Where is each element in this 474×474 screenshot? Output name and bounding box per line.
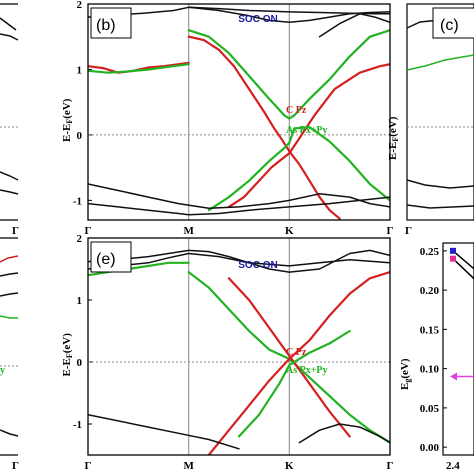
panel-b-band-13 xyxy=(88,183,390,209)
panel-b-xtick: Γ xyxy=(85,225,92,237)
eg-ytick: 0.00 xyxy=(420,442,440,454)
panel-b-xtick: K xyxy=(285,225,294,237)
panel-e-band-6 xyxy=(207,357,291,455)
left-top-xtick-gamma: Γ xyxy=(12,225,19,237)
lt-curves-band-1 xyxy=(0,33,19,41)
panel-e-band-2 xyxy=(288,249,390,273)
panel-b-band-10 xyxy=(288,29,390,120)
panel-b-xtick: M xyxy=(183,225,194,237)
panel-e-ytick: 1 xyxy=(77,295,83,307)
right-partial-top-panel: E-EF(eV) (c) Γ xyxy=(387,3,474,237)
eg-point-blue xyxy=(450,247,456,254)
right-top-xtick-gamma: Γ xyxy=(405,225,412,237)
lb-curves-band-2 xyxy=(0,292,19,297)
right-bottom-ylabel: Eg(eV) xyxy=(399,358,412,390)
eg-point-pink xyxy=(450,255,456,262)
eg-ytick: 0.25 xyxy=(420,246,440,258)
panel-e-xtick: M xyxy=(183,460,194,472)
panel-b-label: (b) xyxy=(96,17,116,34)
left-bottom-xtick-gamma: Γ xyxy=(12,460,19,472)
panel-e-band-9 xyxy=(237,329,351,438)
eg-ytick: 0.10 xyxy=(420,364,440,376)
eg-ytick: 0.05 xyxy=(420,403,440,415)
panel-e-label: (e) xyxy=(96,251,116,268)
right-partial-bottom-panel: Eg(eV) 0.25 0.20 0.15 0.10 0.05 0.00 2.4 xyxy=(399,242,474,472)
lb-curves-band-1 xyxy=(0,272,19,277)
panel-e-band-1 xyxy=(88,249,291,273)
panel-e-legend-cpz: C Pz xyxy=(286,347,307,358)
panel-b-band-2 xyxy=(318,13,390,38)
panel-b-ytick: 0 xyxy=(77,130,83,142)
lb-curves-band-3 xyxy=(0,315,18,319)
lt-curves-band-0 xyxy=(0,17,17,31)
panel-b-label-box xyxy=(90,7,132,39)
panel-b-ylabel: E-EF(eV) xyxy=(61,98,74,142)
panel-b-band-9 xyxy=(187,29,291,120)
lb-curves-band-4 xyxy=(0,429,19,437)
panel-e-band-7 xyxy=(288,271,390,360)
panel-b-band-14 xyxy=(88,196,390,216)
left-bottom-legend-fragment: y xyxy=(0,365,5,376)
panel-b-legend-cpz: C Pz xyxy=(286,105,307,116)
left-partial-top-panel: Γ xyxy=(0,3,19,237)
rt-curves-band-2 xyxy=(406,179,474,189)
eg-ytick: 0.20 xyxy=(420,285,440,297)
panel-b-soc-label: SOC ON xyxy=(238,14,277,25)
panel-b-xtick: Γ xyxy=(387,225,394,237)
panel-e-label-box xyxy=(90,241,132,273)
panel-e-band-10 xyxy=(88,413,240,450)
panel-b-band-5 xyxy=(288,150,341,220)
lt-curves-band-3 xyxy=(0,189,19,195)
panel-b-band-7 xyxy=(288,63,390,155)
panel-e-ylabel: E-EF(eV) xyxy=(61,333,74,377)
panel-e-ytick: 0 xyxy=(77,357,83,369)
panel-e-legend-as: As Px+Py xyxy=(286,365,328,376)
panel-b: 2 1 0 -1 E-EF(eV) Γ M K Γ (b) SOC ON C Pz As Px+Py xyxy=(61,0,394,237)
panel-e-band-4 xyxy=(187,271,291,360)
rt-curves-band-1 xyxy=(406,54,474,71)
panel-e-xtick: Γ xyxy=(387,460,394,472)
right-top-ylabel: E-EF(eV) xyxy=(387,116,400,160)
panel-b-ytick: -1 xyxy=(73,195,82,207)
panel-b-ytick: 1 xyxy=(77,64,83,76)
panel-e-ytick: -1 xyxy=(73,419,82,431)
panel-e-soc-label: SOC ON xyxy=(238,260,277,271)
panel-b-band-4 xyxy=(187,35,291,153)
panel-b-band-12 xyxy=(288,126,390,202)
rt-curves-band-3 xyxy=(406,204,474,209)
panel-c-label-box xyxy=(432,7,474,39)
eg-ytick: 0.15 xyxy=(420,324,440,336)
panel-e-band-11 xyxy=(298,423,390,444)
panel-b-band-6 xyxy=(227,152,291,208)
eg-arrow-head xyxy=(450,372,457,381)
panel-b-band-11 xyxy=(207,141,291,212)
lb-curves-band-0 xyxy=(0,255,19,263)
panel-e-band-8 xyxy=(227,277,351,438)
panel-e: 2 1 0 -1 E-EF(eV) Γ M K Γ (e) SOC ON C Pz As Px+Py xyxy=(61,233,394,472)
panel-e-band-5 xyxy=(288,357,390,444)
panel-e-ytick: 2 xyxy=(77,233,83,245)
panel-b-legend-as: As Px+Py xyxy=(286,125,328,136)
panel-e-xtick: Γ xyxy=(85,460,92,472)
panel-e-band-3 xyxy=(88,261,190,277)
panel-b-ytick: 2 xyxy=(77,0,83,11)
panel-e-xtick: K xyxy=(285,460,294,472)
right-bottom-xtick: 2.4 xyxy=(446,460,460,472)
panel-c-label: (c) xyxy=(440,17,459,34)
panel-b-band-8 xyxy=(88,63,190,74)
lt-curves-band-2 xyxy=(0,171,19,181)
left-partial-bottom-panel: y Γ xyxy=(0,237,19,472)
panel-e-band-0 xyxy=(88,252,390,270)
